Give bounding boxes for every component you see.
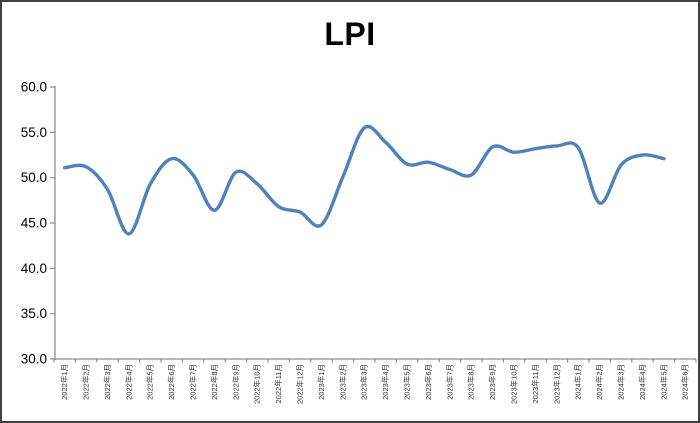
x-axis-label: 2023年12月 [551,364,561,404]
x-axis-label: 2022年10月 [252,364,262,404]
x-axis-label: 2024年5月 [658,364,668,400]
x-axis-label: 2022年9月 [230,364,240,400]
y-axis-label: 45.0 [21,216,47,231]
x-axis-label: 2024年1月 [573,364,583,400]
x-axis-label: 2023年3月 [359,364,369,400]
y-axis-label: 60.0 [21,80,47,95]
x-axis-label: 2024年6月 [680,364,690,400]
x-axis-label: 2022年11月 [273,364,283,403]
x-axis-label: 2022年2月 [80,364,90,400]
x-axis-label: 2022年8月 [209,364,219,400]
x-axis-label: 2024年3月 [616,364,626,400]
x-axis-label: 2022年6月 [166,364,176,400]
y-axis-label: 40.0 [21,261,47,276]
x-axis-label: 2023年9月 [487,364,497,400]
lpi-series-line [63,124,666,236]
x-axis-label: 2022年4月 [123,364,133,400]
x-axis-label: 2023年2月 [337,364,347,400]
x-axis-label: 2023年11月 [530,364,540,403]
x-axis-label: 2023年7月 [444,364,454,400]
y-axis-label: 55.0 [21,125,47,140]
x-axis-label: 2022年5月 [145,364,155,400]
y-axis-label: 50.0 [21,170,47,185]
x-axis-label: 2022年12月 [295,364,305,404]
x-axis-label: 2023年1月 [316,364,326,400]
x-axis-label: 2023年10月 [508,364,518,404]
chart-title: LPI [324,16,376,52]
x-axis-label: 2023年5月 [402,364,412,400]
x-axis-label: 2022年3月 [102,364,112,400]
y-axis-label: 35.0 [21,306,47,321]
x-axis-label: 2022年1月 [59,364,69,400]
x-axis-label: 2023年6月 [423,364,433,400]
x-axis-label: 2024年2月 [594,364,604,400]
x-axis-label: 2023年4月 [380,364,390,400]
x-axis-label: 2024年4月 [637,364,647,400]
y-axis-label: 30.0 [21,352,47,367]
x-axis-label: 2022年7月 [188,364,198,400]
x-axis-label: 2023年8月 [466,364,476,400]
